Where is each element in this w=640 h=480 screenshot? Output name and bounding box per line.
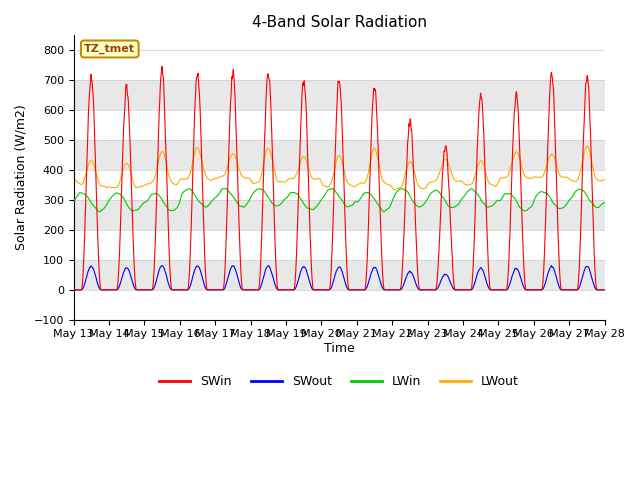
SWout bbox=[70, 287, 77, 293]
SWout bbox=[188, 278, 196, 284]
LWout bbox=[70, 177, 77, 182]
LWout bbox=[538, 174, 546, 180]
SWout bbox=[247, 287, 255, 293]
Bar bbox=[74, 80, 605, 110]
LWin bbox=[538, 189, 546, 194]
LWin bbox=[95, 209, 103, 215]
SWout bbox=[491, 287, 499, 293]
LWin bbox=[175, 201, 183, 206]
Text: TZ_tmet: TZ_tmet bbox=[84, 44, 135, 54]
SWin bbox=[491, 287, 499, 293]
Bar bbox=[74, 260, 605, 290]
LWin bbox=[492, 200, 499, 205]
LWout bbox=[175, 179, 182, 184]
LWout bbox=[247, 178, 255, 184]
SWin bbox=[601, 287, 609, 293]
SWin bbox=[188, 194, 196, 200]
LWout bbox=[391, 187, 399, 192]
SWout bbox=[175, 287, 182, 293]
LWout bbox=[188, 164, 196, 170]
SWin bbox=[422, 287, 429, 293]
LWout bbox=[422, 185, 429, 191]
Legend: SWin, SWout, LWin, LWout: SWin, SWout, LWin, LWout bbox=[154, 370, 524, 393]
SWout bbox=[601, 287, 609, 293]
LWin bbox=[422, 199, 430, 204]
LWin bbox=[188, 188, 196, 194]
SWout bbox=[548, 263, 556, 268]
Y-axis label: Solar Radiation (W/m2): Solar Radiation (W/m2) bbox=[15, 105, 28, 251]
SWin bbox=[248, 287, 255, 293]
Line: SWin: SWin bbox=[74, 66, 605, 290]
Bar bbox=[74, 200, 605, 230]
X-axis label: Time: Time bbox=[324, 342, 355, 355]
Bar bbox=[74, 140, 605, 170]
LWin bbox=[601, 200, 609, 205]
LWin bbox=[248, 192, 256, 198]
SWout bbox=[538, 287, 545, 293]
Line: LWin: LWin bbox=[74, 189, 605, 212]
LWin bbox=[70, 198, 77, 204]
LWout bbox=[584, 144, 591, 149]
LWout bbox=[491, 183, 499, 189]
Line: LWout: LWout bbox=[74, 146, 605, 190]
Line: SWout: SWout bbox=[74, 265, 605, 290]
SWin bbox=[70, 287, 77, 293]
SWout bbox=[421, 287, 429, 293]
LWin bbox=[222, 186, 230, 192]
LWout bbox=[601, 177, 609, 183]
SWin bbox=[158, 63, 166, 69]
SWin bbox=[538, 287, 546, 292]
Title: 4-Band Solar Radiation: 4-Band Solar Radiation bbox=[252, 15, 427, 30]
SWin bbox=[175, 287, 183, 293]
